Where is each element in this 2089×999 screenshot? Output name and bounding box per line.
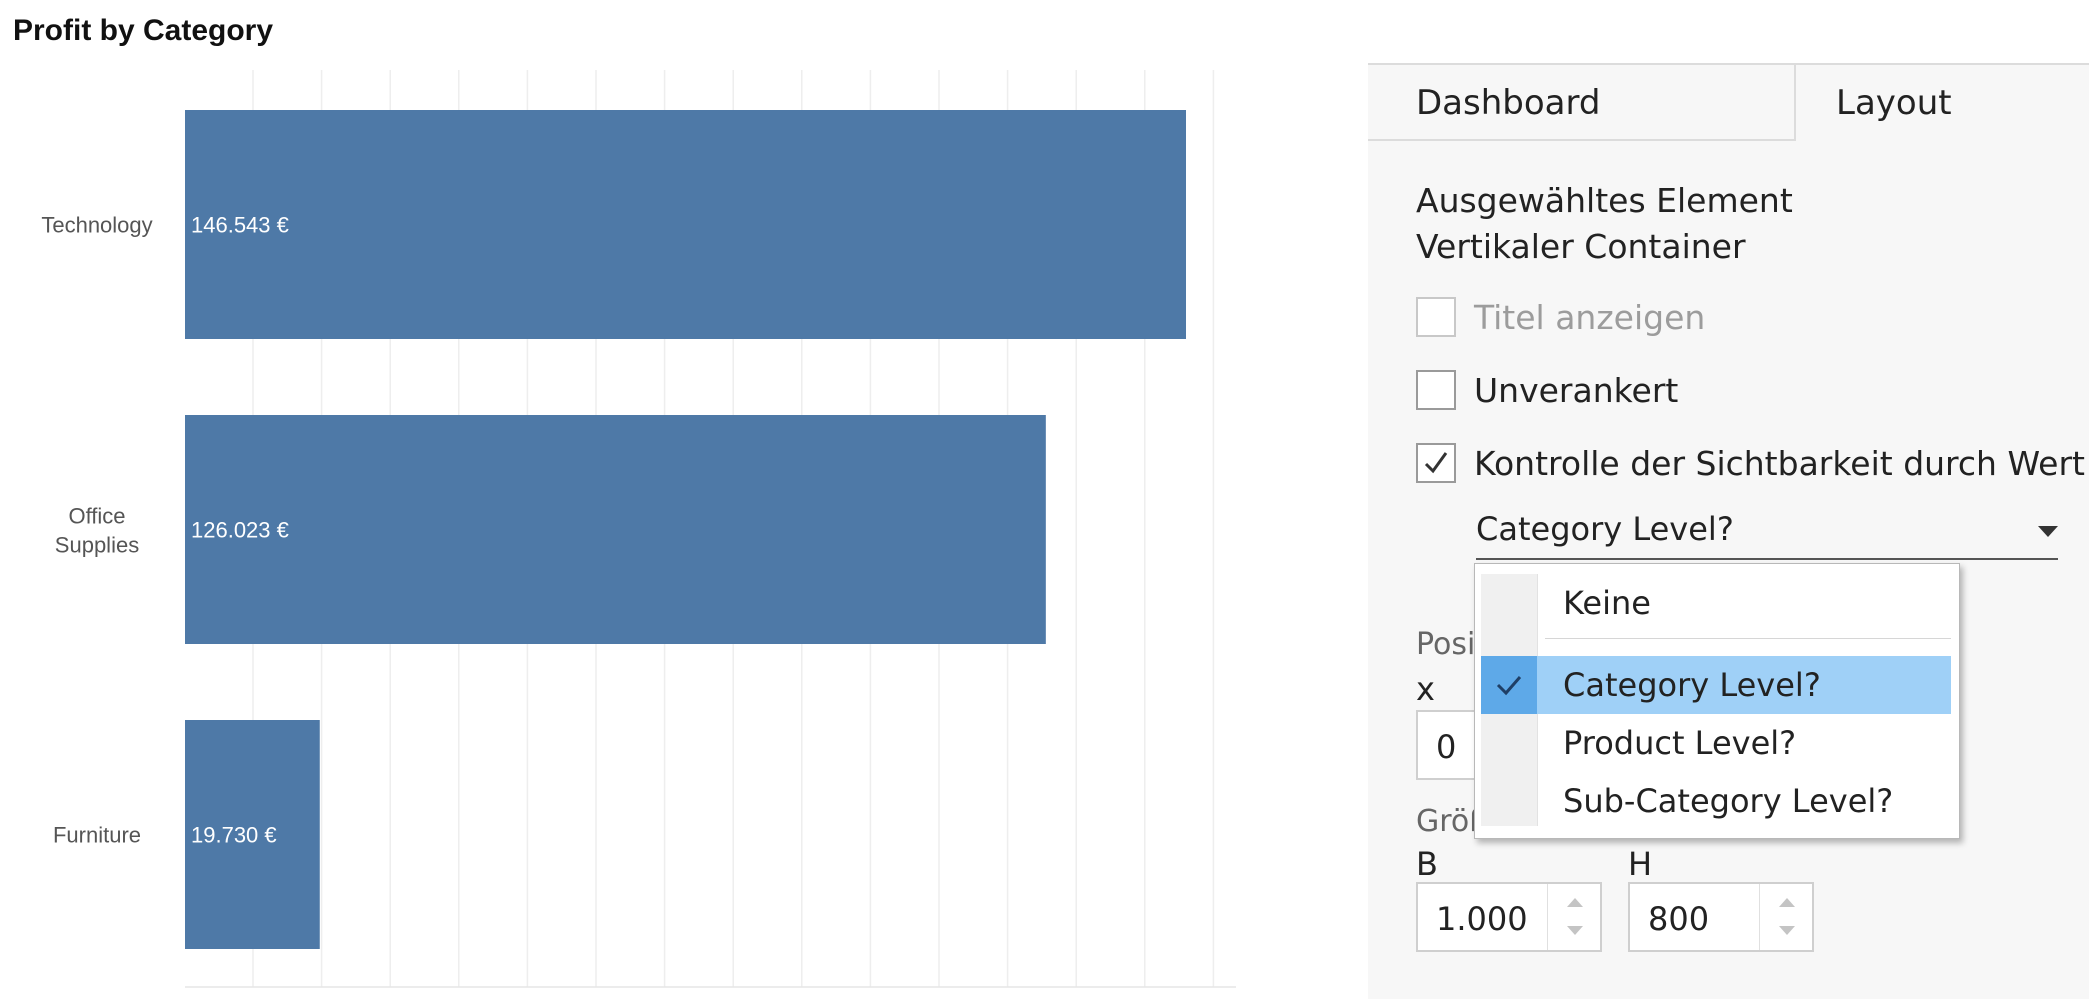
visibility-control-label: Kontrolle der Sichtbarkeit durch Wert [1474,443,2085,483]
dropdown-option-sub-category-level[interactable]: Sub-Category Level? [1481,772,1951,830]
visibility-control-checkbox-row[interactable]: Kontrolle der Sichtbarkeit durch Wert [1416,441,2085,485]
bar[interactable] [185,720,320,949]
show-title-checkbox-row[interactable]: Titel anzeigen [1416,295,1705,339]
category-label: Office Supplies [55,504,139,558]
selected-element-heading: Ausgewähltes Element [1416,181,1793,220]
category-label: Technology [41,213,152,238]
chevron-down-icon[interactable] [2038,526,2058,537]
dropdown-option-product-level[interactable]: Product Level? [1481,714,1951,772]
tab-dashboard[interactable]: Dashboard [1368,65,1796,141]
decrement-icon[interactable] [1779,926,1795,935]
visibility-parameter-select[interactable]: Category Level? [1476,506,2058,560]
tab-layout[interactable]: Layout [1796,65,2089,141]
visibility-control-checkbox[interactable] [1416,443,1456,483]
x-label: x [1416,670,1435,708]
show-title-label: Titel anzeigen [1474,297,1706,337]
bar-value-label: 126.023 € [191,518,289,543]
floating-label: Unverankert [1474,370,1679,410]
dropdown-option-label: Product Level? [1563,724,1797,762]
dropdown-option-label: Keine [1563,584,1651,622]
selected-check-cell [1481,656,1537,714]
dropdown-option-label: Sub-Category Level? [1563,782,1894,820]
increment-icon[interactable] [1779,898,1795,907]
height-spinner [1759,884,1812,950]
decrement-icon[interactable] [1567,926,1583,935]
selected-element-name: Vertikaler Container [1416,227,1746,266]
layout-panel: Dashboard Layout Ausgewähltes Element Ve… [1368,63,2089,999]
floating-checkbox[interactable] [1416,370,1456,410]
floating-checkbox-row[interactable]: Unverankert [1416,368,1678,412]
width-stepper[interactable]: 1.000 [1416,882,1602,952]
height-value: 800 [1648,900,1710,938]
category-label: Furniture [53,823,141,848]
width-spinner [1547,884,1600,950]
show-title-checkbox[interactable] [1416,297,1456,337]
increment-icon[interactable] [1567,898,1583,907]
bar-value-label: 146.543 € [191,213,289,238]
chart-title: Profit by Category [13,14,274,47]
dropdown-option-category-level[interactable]: Category Level? [1481,656,1951,714]
parameter-dropdown-menu: Keine Category Level? Product Level? Sub… [1474,563,1960,839]
dropdown-option-none[interactable]: Keine [1481,574,1951,632]
height-stepper[interactable]: 800 [1628,882,1814,952]
dropdown-option-label: Category Level? [1563,666,1821,704]
chart-bars: 146.543 € 126.023 € 19.730 € [185,110,1186,949]
x-value: 0 [1436,728,1457,766]
bar-value-label: 19.730 € [191,823,277,848]
dropdown-separator [1545,638,1951,639]
checkmark-icon [1496,676,1522,696]
bar[interactable] [185,110,1186,339]
height-label: H [1628,845,1653,883]
checkmark-icon [1424,452,1448,474]
bar-chart: 146.543 € 126.023 € 19.730 € Technology Off… [41,70,1236,988]
width-value: 1.000 [1436,900,1528,938]
bar[interactable] [185,415,1046,644]
chart-axis: Technology Office Supplies Furniture [41,213,1236,988]
panel-tabs: Dashboard Layout [1368,65,2089,141]
width-label: B [1416,845,1438,883]
visibility-parameter-value: Category Level? [1476,510,1734,548]
